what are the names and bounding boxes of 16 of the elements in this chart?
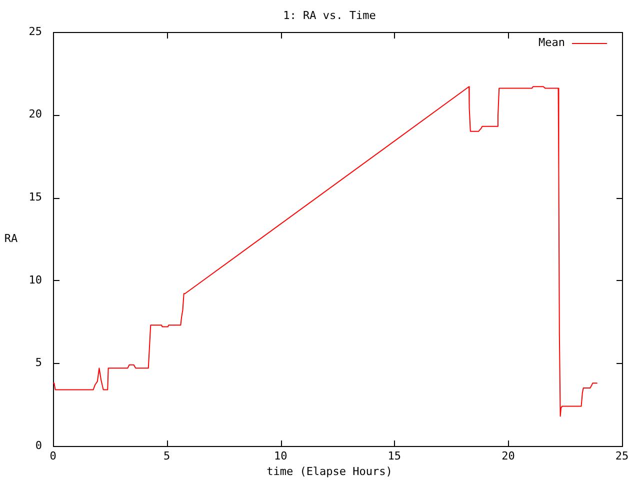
- x-tick-label: 5: [163, 449, 170, 462]
- y-tick-label: 25: [28, 24, 42, 38]
- y-tick-label: 0: [35, 438, 42, 452]
- x-tick-label: 0: [50, 449, 56, 462]
- x-tick-label: 15: [388, 449, 402, 462]
- x-tick-label: 20: [502, 449, 515, 462]
- chart-title: 1: RA vs. Time: [283, 8, 376, 22]
- y-tick-label: 20: [28, 108, 42, 121]
- x-tick-label: 10: [274, 449, 288, 462]
- y-axis-title: RA: [4, 232, 18, 245]
- x-axis-title: time (Elapse Hours): [266, 464, 392, 478]
- legend-label: Mean: [538, 36, 565, 49]
- y-tick-label: 10: [28, 273, 42, 286]
- x-tick-label: 25: [615, 449, 629, 462]
- y-tick-label: 15: [28, 190, 42, 204]
- y-tick-label: 5: [35, 356, 42, 370]
